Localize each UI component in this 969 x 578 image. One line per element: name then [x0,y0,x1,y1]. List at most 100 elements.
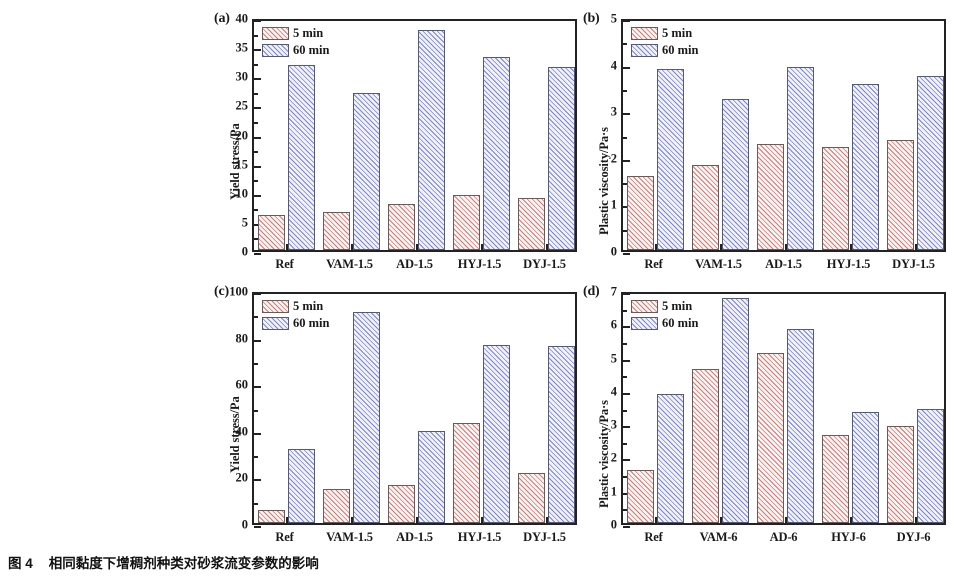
legend-item-60min[interactable]: 60 min [631,43,698,58]
y-tick-label: 15 [235,157,249,172]
y-minor-tick-mark [254,121,258,124]
x-tick-label: Ref [644,257,663,271]
bar-5min [757,143,784,250]
x-tick-mark [914,517,917,523]
legend-label-60min: 60 min [662,316,699,330]
x-tick-mark [285,244,288,250]
legend-label-5min: 5 min [662,26,693,40]
y-minor-tick-mark [623,309,627,312]
bar-5min [692,368,719,523]
legend-item-60min[interactable]: 60 min [262,316,329,331]
caption-text: 相同黏度下增稠剂种类对砂浆流变参数的影响 [48,556,319,571]
y-minor-tick-mark [623,342,627,345]
x-tick-label: HYJ-1.5 [457,257,502,271]
y-minor-tick-mark [254,209,258,212]
legend-b: 5 min 60 min [631,26,698,60]
legend-swatch-60min [262,317,289,330]
y-tick-label: 5 [610,11,617,26]
x-tick-mark [784,517,787,523]
bar-60min [852,83,879,250]
y-tick-label: 60 [235,377,249,392]
panel-label-b: (b) [583,11,600,26]
y-minor-tick-mark [254,362,258,365]
y-tick-label: 40 [235,424,249,439]
legend-item-5min[interactable]: 5 min [262,26,329,41]
y-tick-mark [254,165,261,168]
x-tick-mark [285,517,288,523]
figure-caption: 图 4 相同黏度下增稠剂种类对砂浆流变参数的影响 [8,552,319,572]
y-tick-mark [623,253,630,255]
y-tick-mark [254,20,261,22]
y-tick-mark [254,293,261,295]
x-tick-label: AD-1.5 [396,530,433,544]
bar-5min [822,147,849,250]
y-tick-mark [623,206,630,209]
bar-5min [627,176,654,250]
bar-60min [657,68,684,250]
legend-a: 5 min 60 min [262,26,329,60]
legend-item-60min[interactable]: 60 min [262,43,329,58]
legend-swatch-5min [631,27,658,40]
x-tick-mark [350,244,353,250]
y-minor-tick-mark [623,409,627,412]
bar-60min [353,93,380,250]
y-minor-tick-mark [623,229,627,232]
bar-60min [722,99,749,250]
bar-60min [288,65,315,250]
bar-60min [657,393,684,523]
x-tick-mark [654,244,657,250]
y-tick-label: 100 [229,284,248,299]
bar-60min [288,449,315,523]
y-tick-label: 4 [610,384,617,399]
x-tick-label: DYJ-6 [896,530,931,544]
bar-5min [388,484,415,523]
legend-c: 5 min 60 min [262,299,329,333]
y-tick-mark [623,20,630,22]
y-tick-mark [254,136,261,139]
legend-label-60min: 60 min [662,43,699,57]
y-tick-mark [254,253,261,255]
plot-area-d: 5 min 60 min [621,292,946,528]
x-tick-label: HYJ-1.5 [457,530,502,544]
y-minor-tick-mark [623,376,627,379]
bar-5min [258,509,285,523]
y-tick-mark [254,479,261,482]
bar-5min [692,165,719,250]
x-tick-label: HYJ-1.5 [826,257,871,271]
legend-item-5min[interactable]: 5 min [631,26,698,41]
bar-60min [483,57,510,250]
legend-item-60min[interactable]: 60 min [631,316,698,331]
y-tick-mark [254,49,261,52]
y-tick-label: 35 [235,40,249,55]
bar-5min [323,211,350,250]
bar-60min [483,344,510,523]
y-tick-mark [254,107,261,110]
y-tick-mark [623,459,630,462]
legend-item-5min[interactable]: 5 min [631,299,698,314]
x-tick-label: VAM-1.5 [326,257,373,271]
y-minor-tick-mark [623,509,627,512]
y-tick-label: 5 [610,351,617,366]
y-tick-label: 25 [235,98,249,113]
y-tick-mark [623,492,630,495]
y-tick-label: 10 [235,186,249,201]
legend-label-5min: 5 min [293,299,324,313]
y-tick-label: 2 [610,151,617,166]
y-tick-label: 0 [610,517,617,532]
x-tick-label: Ref [644,530,663,544]
y-tick-mark [254,526,261,528]
y-tick-mark [254,339,261,342]
bar-60min [418,29,445,250]
y-tick-label: 0 [241,517,248,532]
y-tick-label: 1 [610,197,617,212]
x-tick-label: AD-1.5 [396,257,433,271]
bar-60min [353,311,380,523]
x-tick-label: VAM-1.5 [695,257,742,271]
y-tick-mark [254,386,261,389]
y-tick-label: 6 [610,317,617,332]
legend-item-5min[interactable]: 5 min [262,299,329,314]
